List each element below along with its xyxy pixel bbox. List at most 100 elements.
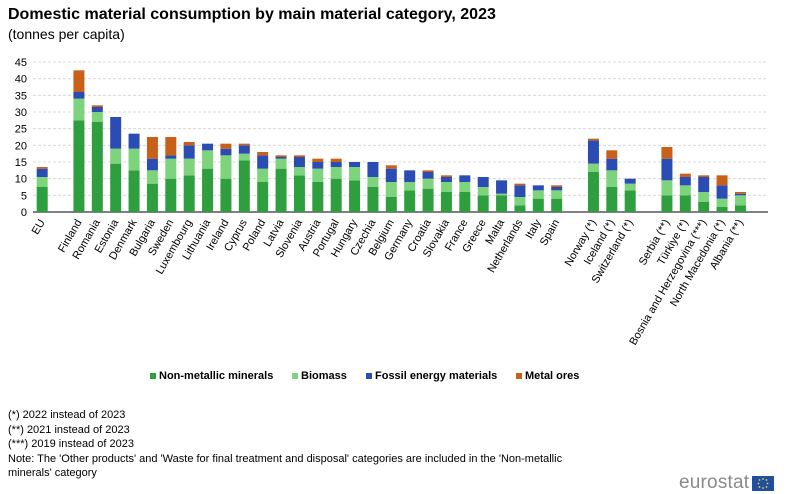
bar-segment (496, 195, 508, 212)
bar-segment (293, 167, 305, 176)
bar-segment (312, 182, 324, 212)
bar-segment (422, 170, 434, 172)
bar-segment (73, 92, 85, 99)
logo-text: eurostat (679, 472, 750, 493)
footnotes: (*) 2022 instead of 2023 (**) 2021 inste… (8, 408, 608, 481)
bar-segment (110, 148, 122, 164)
bar-segment (606, 170, 618, 187)
bar-segment (734, 205, 746, 212)
bar-segment (165, 137, 177, 156)
bar-segment (679, 177, 691, 186)
bar-segment (385, 168, 397, 182)
legend-label: Metal ores (525, 370, 579, 382)
bar-segment (404, 170, 416, 182)
footnote: (**) 2021 instead of 2023 (8, 423, 130, 436)
y-tick-label: 40 (15, 74, 27, 86)
bar-segment (73, 70, 85, 92)
bar-segment (716, 185, 728, 199)
bar-segment (257, 168, 269, 182)
x-tick-label: EU (30, 217, 48, 236)
y-tick-label: 30 (15, 107, 27, 119)
bar-segment (440, 192, 452, 212)
bar-segment (734, 193, 746, 196)
bar-segment (679, 185, 691, 196)
legend-swatch (292, 373, 298, 379)
bar-segment (477, 187, 489, 196)
bar-segment (385, 197, 397, 212)
bar-segment (275, 157, 287, 159)
bar-segment (202, 168, 214, 212)
bar-segment (587, 163, 599, 172)
bar-segment (532, 190, 544, 199)
bar-segment (312, 162, 324, 169)
bar-segment (330, 158, 342, 162)
bar-segment (312, 158, 324, 162)
bar-segment (440, 175, 452, 177)
bar-segment (422, 188, 434, 212)
bar-segment (606, 158, 618, 171)
footnote: Note: The 'Other products' and 'Waste fo… (8, 452, 563, 480)
y-tick-label: 0 (21, 207, 27, 219)
bar-segment (257, 152, 269, 156)
bar-segment (698, 202, 710, 212)
y-tick-label: 35 (15, 90, 27, 102)
bar-segment (624, 178, 636, 184)
bar-segment (146, 137, 158, 159)
bar-segment (367, 162, 379, 177)
bar-segment (496, 180, 508, 194)
bar-segment (459, 182, 471, 192)
bar-segment (312, 168, 324, 182)
bar-segment (367, 187, 379, 212)
bar-segment (293, 175, 305, 212)
x-axis: EU FinlandRomaniaEstoniaDenmarkBulgariaSw… (30, 217, 746, 348)
bar-segment (551, 198, 563, 212)
legend-swatch (366, 373, 372, 379)
x-tick-label: Spain (538, 218, 562, 248)
gridlines (33, 61, 768, 213)
eu-flag-icon (752, 475, 775, 491)
eurostat-logo: eurostat (679, 472, 775, 494)
bar-segment (220, 155, 232, 179)
legend-label: Biomass (301, 370, 347, 382)
bar-segment (146, 158, 158, 171)
bar-segment (165, 158, 177, 179)
legend-label: Non-metallic minerals (159, 370, 273, 382)
bar-segment (183, 175, 195, 212)
bar-segment (238, 160, 250, 212)
bar-segment (110, 117, 122, 149)
bar-segment (459, 175, 471, 182)
bar-segment (716, 198, 728, 207)
bar-segment (165, 155, 177, 159)
bar-segment (734, 195, 746, 206)
bar-segment (238, 145, 250, 154)
bar-segment (349, 180, 361, 212)
bar-segment (734, 192, 746, 194)
chart: 0 5 10 15 20 25 30 35 40 45 EU FinlandRomaniaEston… (15, 57, 768, 382)
bar-segment (257, 182, 269, 212)
bar-segment (349, 167, 361, 181)
y-tick-label: 25 (15, 124, 27, 136)
bar-segment (257, 155, 269, 169)
bar-segment (551, 187, 563, 191)
bar-segment (275, 155, 287, 157)
bar-segment (661, 195, 673, 212)
y-tick-label: 20 (15, 140, 27, 152)
y-tick-label: 10 (15, 174, 27, 186)
bar-segment (422, 178, 434, 189)
bar-segment (91, 112, 103, 122)
bar-segment (165, 178, 177, 212)
bar-segment (514, 205, 526, 212)
bar-segment (496, 193, 508, 196)
bar-segment (91, 107, 103, 112)
bar-segment (385, 165, 397, 169)
bar-segment (146, 170, 158, 184)
bar-segment (716, 207, 728, 212)
bar-segment (293, 157, 305, 167)
bar-segment (606, 150, 618, 159)
bar-segment (183, 142, 195, 146)
bar-segment (404, 190, 416, 212)
bar-segment (183, 145, 195, 159)
bar-segment (698, 177, 710, 192)
bar-segment (532, 185, 544, 191)
bar-segment (36, 167, 48, 169)
